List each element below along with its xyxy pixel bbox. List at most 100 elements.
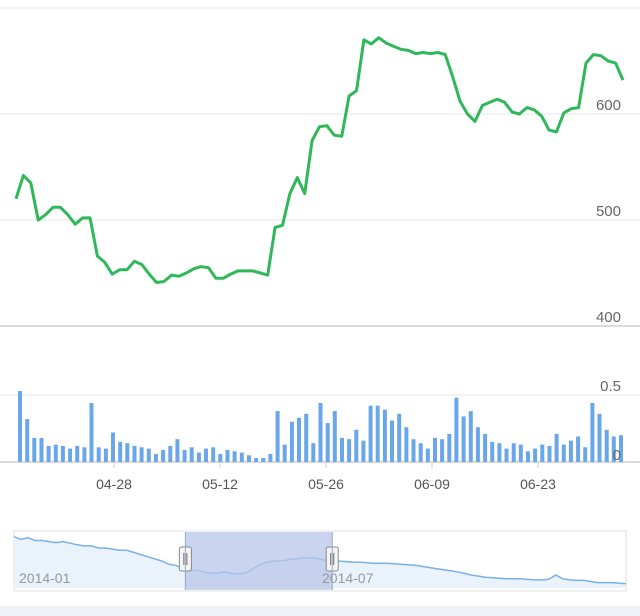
volume-bar	[168, 445, 173, 462]
volume-bar	[454, 397, 459, 462]
volume-bar	[347, 439, 352, 462]
volume-bar	[397, 413, 402, 462]
navigator-selection[interactable]	[185, 532, 333, 590]
volume-bar	[297, 417, 301, 462]
volume-bar	[375, 405, 380, 462]
price-tick-label: 500	[596, 203, 621, 220]
volume-bar	[440, 439, 445, 462]
volume-bar	[433, 437, 437, 462]
volume-bar	[511, 443, 516, 462]
volume-bar	[282, 444, 287, 462]
volume-bar	[497, 443, 502, 462]
volume-bar	[96, 447, 101, 462]
volume-bar	[46, 445, 51, 462]
volume-bar	[568, 440, 573, 462]
navigator-label-mid: 2014-07	[322, 570, 374, 586]
volume-bar	[468, 411, 473, 462]
volume-bar	[340, 437, 344, 462]
volume-bar	[447, 433, 452, 462]
volume-bar	[475, 427, 480, 462]
volume-bar	[354, 429, 359, 462]
volume-bar	[268, 454, 273, 462]
footer-bar	[0, 606, 640, 616]
price-tick-label: 600	[596, 97, 621, 114]
volume-bar	[139, 447, 144, 462]
volume-bar	[146, 448, 151, 462]
volume-bar	[75, 445, 80, 462]
volume-bar	[425, 448, 430, 462]
volume-bar	[211, 447, 216, 462]
volume-bar	[561, 444, 566, 462]
volume-bar	[540, 444, 545, 462]
price-tick-label: 400	[596, 309, 621, 326]
date-tick-label: 06-23	[520, 476, 556, 492]
volume-bar	[132, 445, 137, 462]
volume-bar	[504, 448, 509, 462]
volume-bar	[82, 447, 87, 462]
volume-axis-ticks: 00.5	[600, 378, 621, 464]
price-gridlines	[0, 7, 640, 327]
volume-bar	[547, 445, 552, 462]
volume-bar	[204, 448, 208, 462]
volume-bar	[247, 455, 251, 462]
volume-bar	[118, 441, 123, 462]
volume-bar	[39, 437, 44, 462]
volume-tick-label: 0.5	[600, 378, 621, 395]
volume-bar	[289, 421, 294, 462]
volume-bar	[68, 448, 73, 462]
volume-bar	[261, 458, 266, 462]
volume-tick-label: 0	[613, 447, 621, 464]
volume-bar	[404, 427, 409, 462]
volume-bar	[382, 409, 387, 462]
volume-bar	[125, 443, 130, 462]
range-navigator[interactable]: 2014-01 2014-07	[13, 530, 627, 592]
date-tick-label: 04-28	[96, 476, 132, 492]
volume-bar	[18, 391, 22, 462]
price-axis-ticks: 400 500 600	[596, 97, 621, 326]
volume-bar	[390, 420, 394, 462]
volume-bar	[576, 436, 581, 462]
volume-bar	[60, 445, 65, 462]
volume-bar	[332, 411, 337, 462]
volume-bar	[554, 433, 559, 462]
volume-bar	[161, 449, 166, 462]
volume-bar	[103, 448, 108, 462]
volume-bar	[254, 458, 259, 462]
volume-bar	[483, 433, 488, 462]
volume-bar	[311, 443, 316, 462]
date-axis: 04-28 05-12 05-26 06-09 06-23	[96, 462, 556, 492]
volume-bar	[218, 454, 223, 462]
volume-bar	[232, 451, 237, 462]
volume-bar	[196, 452, 201, 462]
volume-bar	[368, 405, 373, 462]
date-tick-label: 05-12	[202, 476, 238, 492]
volume-bar	[590, 403, 595, 462]
volume-bar	[361, 440, 366, 462]
volume-bar	[189, 447, 194, 462]
volume-bar	[526, 451, 530, 462]
volume-bar	[25, 419, 30, 462]
volume-bar	[89, 403, 94, 462]
volume-bar	[418, 443, 423, 462]
volume-bar	[325, 423, 330, 462]
volume-bar	[111, 432, 115, 462]
volume-bar	[239, 452, 244, 462]
volume-bar	[53, 444, 58, 462]
volume-bar	[583, 447, 588, 462]
volume-bar	[275, 411, 280, 462]
volume-bar	[490, 441, 495, 462]
volume-bar	[153, 454, 158, 462]
volume-bar	[182, 449, 187, 462]
volume-bar	[175, 439, 180, 462]
volume-bar	[461, 416, 466, 462]
volume-bar	[411, 439, 416, 462]
date-tick-label: 05-26	[308, 476, 344, 492]
volume-bar	[611, 436, 616, 462]
volume-bar	[225, 449, 230, 462]
volume-bar	[604, 429, 609, 462]
volume-bar	[518, 444, 523, 462]
volume-bar	[318, 403, 323, 462]
date-tick-label: 06-09	[414, 476, 450, 492]
price-line	[14, 36, 625, 284]
